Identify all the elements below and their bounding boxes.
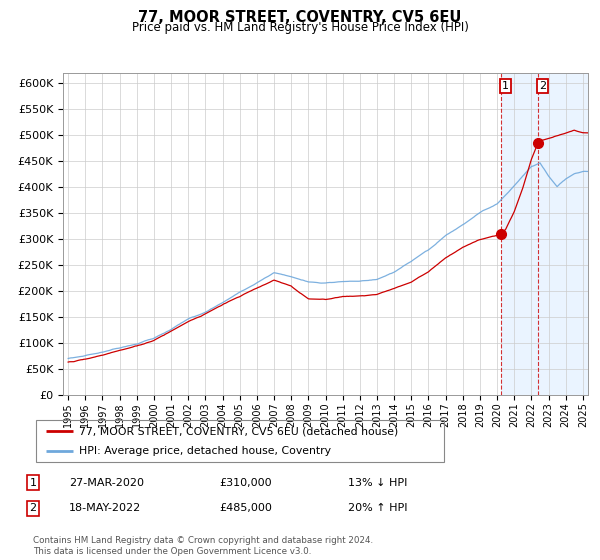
Text: Price paid vs. HM Land Registry's House Price Index (HPI): Price paid vs. HM Land Registry's House … (131, 21, 469, 34)
Text: 2: 2 (539, 81, 546, 91)
Text: 2: 2 (29, 503, 37, 514)
Text: 1: 1 (502, 81, 509, 91)
Text: 77, MOOR STREET, COVENTRY, CV5 6EU (detached house): 77, MOOR STREET, COVENTRY, CV5 6EU (deta… (79, 426, 398, 436)
Text: 27-MAR-2020: 27-MAR-2020 (69, 478, 144, 488)
Text: 20% ↑ HPI: 20% ↑ HPI (348, 503, 407, 514)
Text: 77, MOOR STREET, COVENTRY, CV5 6EU: 77, MOOR STREET, COVENTRY, CV5 6EU (139, 10, 461, 25)
Text: 1: 1 (29, 478, 37, 488)
Text: £310,000: £310,000 (219, 478, 272, 488)
Bar (501, 73, 588, 395)
Text: HPI: Average price, detached house, Coventry: HPI: Average price, detached house, Cove… (79, 446, 331, 456)
Text: Contains HM Land Registry data © Crown copyright and database right 2024.
This d: Contains HM Land Registry data © Crown c… (33, 536, 373, 556)
Text: 13% ↓ HPI: 13% ↓ HPI (348, 478, 407, 488)
Text: £485,000: £485,000 (219, 503, 272, 514)
Text: 18-MAY-2022: 18-MAY-2022 (69, 503, 141, 514)
